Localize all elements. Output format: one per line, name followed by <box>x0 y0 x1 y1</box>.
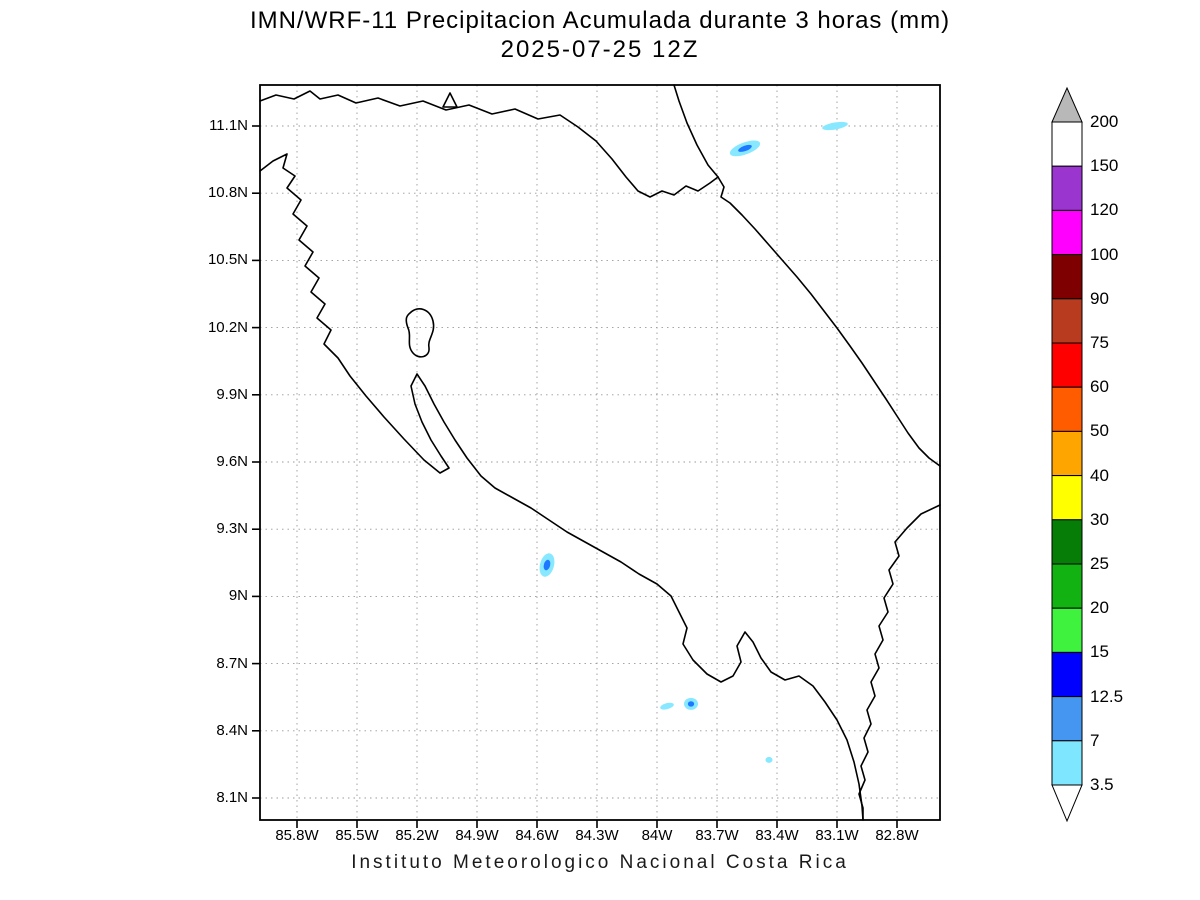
colorbar-label: 3.5 <box>1090 775 1114 794</box>
lat-tick-label: 11.1N <box>209 117 248 134</box>
colorbar-label: 150 <box>1090 156 1119 176</box>
colorbar-segment <box>1051 696 1083 742</box>
precipitation-cells <box>539 121 848 763</box>
lat-tick-label: 9N <box>228 587 248 605</box>
colorbar-segment <box>1051 386 1083 432</box>
colorbar-label: 40 <box>1090 465 1109 485</box>
lat-tick-label: 10.5N <box>207 251 248 269</box>
colorbar-segment <box>1051 607 1083 653</box>
colorbar-segment <box>1051 209 1083 256</box>
colorbar-segment <box>1051 254 1083 300</box>
colorbar-segment <box>1051 475 1083 521</box>
colorbar-segment <box>1051 298 1083 344</box>
precip-cell <box>660 702 674 710</box>
lat-tick-label: 9.6N <box>216 453 248 470</box>
colorbar-arrow-down <box>1051 784 1083 823</box>
precip-cell-core <box>543 559 551 571</box>
lat-tick-label: 8.7N <box>216 654 248 672</box>
colorbar-label: 120 <box>1090 200 1119 220</box>
colorbar-segment <box>1051 165 1083 211</box>
island-outline <box>442 92 458 108</box>
lat-tick-label: 10.8N <box>207 184 248 202</box>
map-frame <box>259 84 941 821</box>
colorbar-label: 90 <box>1090 288 1109 308</box>
colorbar-label: 15 <box>1090 642 1109 662</box>
precip-cell-core <box>738 144 752 152</box>
colorbar: 200 150 120 100 90 75 60 50 40 30 25 20 15 12.5 7 3.5 <box>1051 86 1182 833</box>
lat-tick-label: 8.1N <box>216 789 248 806</box>
axis-ticks <box>252 125 898 828</box>
colorbar-segment <box>1051 342 1083 388</box>
colorbar-scale <box>1051 86 1083 823</box>
grid-lines <box>260 85 940 820</box>
lat-tick-label: 10.2N <box>207 318 248 336</box>
colorbar-segment <box>1051 121 1083 167</box>
colorbar-segment <box>1051 563 1083 609</box>
costa-rica-map <box>252 84 941 828</box>
title-line2: 2025-07-25 12Z <box>500 36 700 64</box>
colorbar-label: 200 <box>1090 112 1119 131</box>
colorbar-label: 60 <box>1090 377 1109 397</box>
title-line1: IMN/WRF-11 Precipitacion Acumulada duran… <box>249 7 951 34</box>
precip-cell <box>822 121 848 131</box>
colorbar-label: 25 <box>1090 554 1109 573</box>
colorbar-segment <box>1051 740 1083 786</box>
colorbar-segment <box>1051 430 1083 477</box>
lat-tick-label: 8.4N <box>216 721 248 739</box>
lat-tick-label: 9.3N <box>216 520 248 538</box>
colorbar-arrow-up <box>1051 86 1083 123</box>
map-plot-area: 11.1N 10.8N 10.5N 10.2N 9.9N 9.6N 9.3N 9N 8.7N 8.… <box>208 84 941 844</box>
coastline <box>259 84 941 821</box>
figure-title: IMN/WRF-11 Precipitacion Acumulada duran… <box>0 6 1200 65</box>
lat-tick-label: 9.9N <box>216 385 248 403</box>
colorbar-segment <box>1051 519 1083 565</box>
footer-caption: Instituto Meteorologico Nacional Costa R… <box>351 852 849 873</box>
colorbar-label: 50 <box>1090 421 1109 441</box>
colorbar-label: 12.5 <box>1090 686 1124 706</box>
colorbar-label: 100 <box>1090 244 1119 264</box>
colorbar-label: 7 <box>1090 730 1100 750</box>
colorbar-segment <box>1051 651 1083 698</box>
lake-outline <box>405 308 435 358</box>
colorbar-label: 75 <box>1090 333 1109 352</box>
precip-cell-core <box>687 701 695 707</box>
colorbar-label: 20 <box>1090 598 1109 618</box>
colorbar-label: 30 <box>1090 509 1109 529</box>
precip-cell <box>765 756 773 763</box>
